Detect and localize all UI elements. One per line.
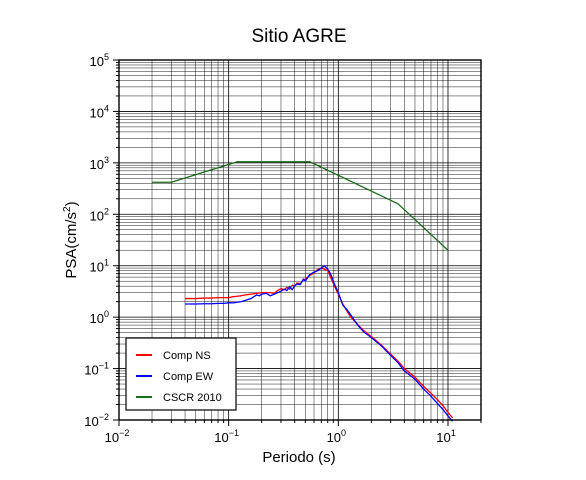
y-tick-label-exponent: 4: [104, 103, 109, 113]
y-tick-label-base: 10: [90, 157, 104, 172]
x-axis-label: Periodo (s): [262, 449, 335, 466]
y-tick-label: 105: [90, 52, 109, 69]
x-tick-label-base: 10: [327, 430, 341, 445]
y-tick-label: 10−2: [84, 412, 109, 429]
x-tick-label-base: 10: [105, 430, 119, 445]
y-axis-label: PSA(cm/s2): [62, 201, 80, 278]
y-tick-label-exponent: −2: [99, 412, 109, 422]
x-tick-label-exponent: 1: [451, 428, 456, 438]
chart-title: Sitio AGRE: [251, 26, 346, 47]
x-tick-label-base: 10: [214, 430, 228, 445]
y-tick-label-exponent: 3: [104, 155, 109, 165]
legend-label: Comp EW: [163, 371, 214, 383]
y-tick-label-exponent: 1: [104, 258, 109, 268]
legend-label: Comp NS: [163, 350, 211, 362]
x-tick-label-exponent: 0: [341, 428, 346, 438]
y-tick-label: 103: [90, 155, 109, 172]
y-tick-label-base: 10: [90, 311, 104, 326]
y-tick-label-exponent: 2: [104, 206, 109, 216]
y-tick-label-base: 10: [90, 208, 104, 223]
y-axis-label-close: ): [63, 201, 80, 206]
x-tick-label-exponent: −2: [119, 428, 129, 438]
y-tick-label-base: 10: [84, 363, 98, 378]
legend: Comp NS Comp EW CSCR 2010: [125, 337, 237, 411]
y-tick-label-exponent: 5: [104, 52, 109, 62]
y-tick-label: 10−1: [84, 361, 109, 378]
y-tick-label-base: 10: [90, 105, 104, 120]
y-tick-label-base: 10: [90, 260, 104, 275]
y-tick-label-base: 10: [90, 54, 104, 69]
x-tick-label: 10−2: [105, 428, 130, 445]
series-layer: [152, 161, 454, 422]
y-tick-label-exponent: 0: [104, 309, 109, 319]
y-axis-label-main: PSA(cm/s: [63, 212, 80, 279]
y-tick-label-base: 10: [84, 414, 98, 429]
x-tick-label: 10−1: [214, 428, 239, 445]
frame: [113, 59, 482, 426]
series-line-2: [152, 161, 449, 251]
x-tick-label: 100: [327, 428, 346, 445]
y-axis-label-superscript: 2: [62, 206, 73, 212]
y-tick-label: 101: [90, 258, 109, 275]
series-line-1: [185, 265, 454, 422]
y-tick-label: 102: [90, 206, 109, 223]
y-tick-label: 104: [90, 103, 109, 120]
grid: [118, 59, 482, 421]
plot-frame: [118, 59, 482, 421]
x-tick-label-exponent: −1: [229, 428, 239, 438]
x-tick-label-base: 10: [436, 430, 450, 445]
y-tick-label-exponent: −1: [99, 361, 109, 371]
x-tick-label: 101: [436, 428, 455, 445]
y-tick-label: 100: [90, 309, 109, 326]
legend-label: CSCR 2010: [163, 392, 222, 404]
